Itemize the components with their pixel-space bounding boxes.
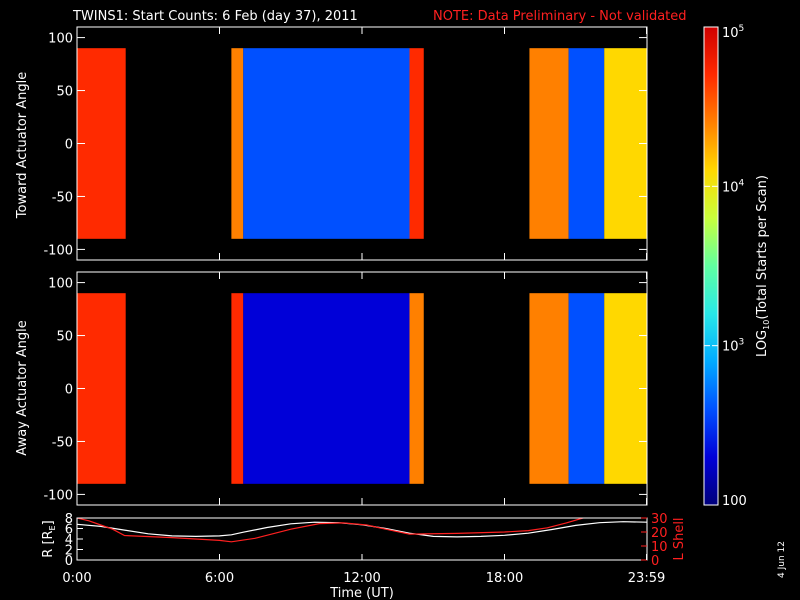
time-tick-label: 23:59	[628, 571, 665, 586]
away-spectrogram-panel: 100 50 0 -50 -100 Away Actuator Angle	[15, 271, 648, 506]
y-tick-label: -100	[43, 488, 73, 503]
time-tick-label: 0:00	[62, 571, 91, 586]
spectrogram-cell	[529, 48, 569, 239]
colorbar-tick-label: 105	[722, 24, 744, 41]
spectrogram-cell	[568, 48, 605, 239]
y-tick-label: 50	[56, 330, 73, 345]
colorbar-ticks: 105 104 103 100	[704, 24, 747, 509]
away-y-ticks: 100 50 0 -50 -100	[43, 272, 648, 505]
toward-spectrogram-panel: 100 50 0 -50 -100 Toward Actuator Angle	[15, 26, 648, 261]
spectrogram-cell	[568, 293, 605, 484]
y-tick-label: 50	[56, 85, 73, 100]
y-tick-label: -100	[43, 243, 73, 258]
time-tick-label: 18:00	[486, 571, 523, 586]
radius-tick-label: 2	[65, 544, 73, 559]
y-tick-label: 0	[65, 383, 73, 398]
toward-spectrogram-cells	[77, 48, 647, 239]
spectrogram-cell	[529, 293, 569, 484]
ephemeris-lines	[77, 518, 647, 543]
lshell-tick-label: 0	[651, 554, 659, 569]
preliminary-note: NOTE: Data Preliminary - Not validated	[433, 9, 687, 24]
away-spectrogram-cells	[77, 293, 647, 484]
time-tick-label: 12:00	[343, 571, 380, 586]
radius-tick-label: 0	[65, 554, 73, 569]
time-axis-label: Time (UT)	[329, 586, 394, 600]
y-tick-label: 0	[65, 138, 73, 153]
colorbar-tick-label: 103	[722, 338, 744, 355]
spectrogram-cell	[243, 48, 410, 239]
colorbar: 105 104 103 100 LOG10(Total Starts per Scan…	[703, 24, 771, 509]
lshell-tick-label: 20	[651, 526, 668, 541]
y-tick-label: -50	[52, 435, 73, 450]
colorbar-tick-label: 104	[722, 178, 745, 195]
y-tick-label: -50	[52, 190, 73, 205]
y-tick-label: 100	[48, 32, 73, 47]
y-tick-label: 100	[48, 277, 73, 292]
toward-y-ticks: 100 50 0 -50 -100	[43, 27, 648, 260]
spectrogram-cell	[231, 293, 244, 484]
spectrogram-cell	[243, 293, 410, 484]
lshell-line	[77, 518, 587, 543]
colorbar-tick-label: 100	[722, 494, 747, 509]
colorbar-gradient	[704, 27, 718, 505]
generation-date-stamp: 4 Jun 12	[777, 541, 787, 578]
time-tick-label: 6:00	[205, 571, 234, 586]
chart-title: TWINS1: Start Counts: 6 Feb (day 37), 20…	[72, 9, 358, 24]
lshell-axis-label: L Shell	[672, 517, 687, 560]
radius-tick-label: 4	[65, 533, 73, 548]
spectrogram-cell	[77, 293, 126, 484]
radius-tick-label: 8	[65, 512, 73, 527]
spectrogram-cell	[409, 48, 424, 239]
lshell-tick-label: 30	[651, 512, 668, 527]
away-y-axis-label: Away Actuator Angle	[15, 320, 30, 455]
spectrogram-cell	[77, 48, 126, 239]
spectrogram-cell	[231, 48, 244, 239]
colorbar-frame	[703, 26, 719, 506]
radius-tick-label: 6	[65, 523, 73, 538]
radius-axis-label: R [RE]	[41, 520, 57, 557]
spectrogram-cell	[409, 293, 424, 484]
toward-y-axis-label: Toward Actuator Angle	[15, 72, 30, 219]
lshell-tick-label: 10	[651, 540, 668, 555]
colorbar-label: LOG10(Total Starts per Scan)	[755, 175, 771, 357]
